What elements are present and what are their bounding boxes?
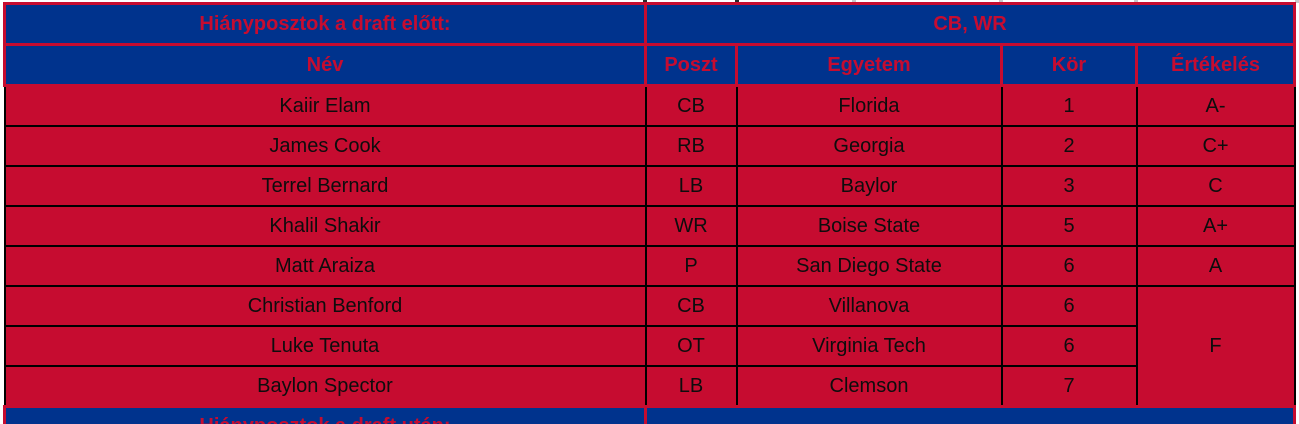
column-header-college[interactable]: Egyetem [735,43,1003,87]
college-cell[interactable]: Florida [735,84,1003,127]
table-row: Baylon Spector LB Clemson 7 [3,365,1295,408]
player-name-cell[interactable]: Khalil Shakir [3,205,647,247]
pre-draft-row: Hiányposztok a draft előtt: CB, WR [3,2,1297,46]
grade-cell[interactable]: C+ [1135,125,1296,167]
table-row: Matt Araiza P San Diego State 6 A [3,245,1296,287]
college-cell[interactable]: Villanova [735,285,1003,327]
player-name-cell[interactable]: Christian Benford [3,285,647,327]
gridline-tick [1134,0,1138,3]
position-cell[interactable]: LB [644,365,738,408]
grade-cell[interactable]: A+ [1135,205,1296,247]
round-cell[interactable]: 2 [1000,125,1138,167]
grade-cell-merged[interactable]: F [1135,285,1296,408]
column-header-round[interactable]: Kör [1000,43,1138,87]
table-row: Kaiir Elam CB Florida 1 A- [3,84,1296,127]
round-cell[interactable]: 6 [1000,325,1138,367]
position-cell[interactable]: WR [644,205,738,247]
college-cell[interactable]: Virginia Tech [735,325,1003,367]
column-header-row: Név Poszt Egyetem Kör Értékelés [3,43,1297,87]
round-cell[interactable]: 3 [1000,165,1138,207]
player-name-cell[interactable]: Kaiir Elam [3,84,647,127]
post-draft-row: Hiányposztok a draft után: - [3,405,1297,424]
player-name-cell[interactable]: James Cook [3,125,647,167]
gridline-tick [1295,0,1299,3]
pre-draft-value-cell[interactable]: CB, WR [643,2,1297,46]
player-name-cell[interactable]: Luke Tenuta [3,325,647,367]
column-header-grade[interactable]: Értékelés [1134,43,1297,87]
position-cell[interactable]: P [644,245,738,287]
gridline-tick [999,0,1003,3]
grade-cell[interactable]: A [1135,245,1296,287]
position-cell[interactable]: RB [644,125,738,167]
position-cell[interactable]: CB [644,84,738,127]
position-cell[interactable]: CB [644,285,738,327]
table-row: Terrel Bernard LB Baylor 3 C [3,165,1296,207]
college-cell[interactable]: Baylor [735,165,1003,207]
player-name-cell[interactable]: Baylon Spector [3,365,647,408]
post-draft-label-cell[interactable]: Hiányposztok a draft után: [3,405,647,424]
gridline-tick [735,0,739,3]
player-name-cell[interactable]: Matt Araiza [3,245,647,287]
college-cell[interactable]: Boise State [735,205,1003,247]
position-cell[interactable]: LB [644,165,738,207]
round-cell[interactable]: 1 [1000,84,1138,127]
round-cell[interactable]: 6 [1000,245,1138,287]
post-draft-value-cell[interactable]: - [643,405,1297,424]
table-row: Luke Tenuta OT Virginia Tech 6 [3,325,1295,367]
grade-cell[interactable]: A- [1135,84,1296,127]
college-cell[interactable]: San Diego State [735,245,1003,287]
gridline-tick [643,0,647,3]
draft-results-table: Hiányposztok a draft előtt: CB, WR Név P… [3,2,1297,424]
table-row: James Cook RB Georgia 2 C+ [3,125,1296,167]
college-cell[interactable]: Clemson [735,365,1003,408]
college-cell[interactable]: Georgia [735,125,1003,167]
round-cell[interactable]: 6 [1000,285,1138,327]
table-row: Khalil Shakir WR Boise State 5 A+ [3,205,1296,247]
column-header-position[interactable]: Poszt [644,43,738,87]
gridline-tick [852,0,856,3]
grade-cell[interactable]: C [1135,165,1296,207]
round-cell[interactable]: 5 [1000,205,1138,247]
column-header-name[interactable]: Név [3,43,647,87]
table-row: Christian Benford CB Villanova 6 F [3,285,1296,408]
round-cell[interactable]: 7 [1000,365,1138,408]
pre-draft-label-cell[interactable]: Hiányposztok a draft előtt: [3,2,647,46]
player-name-cell[interactable]: Terrel Bernard [3,165,647,207]
position-cell[interactable]: OT [644,325,738,367]
